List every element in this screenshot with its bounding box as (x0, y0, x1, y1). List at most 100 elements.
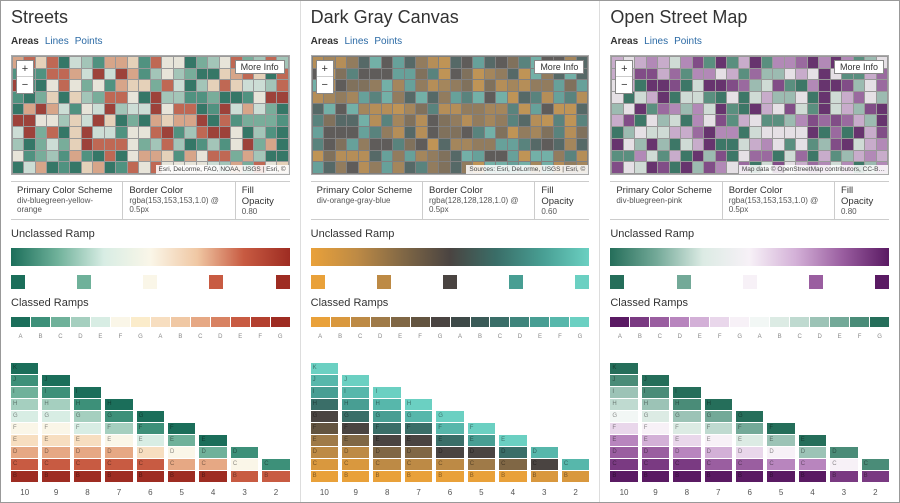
zoom-control: +− (615, 60, 633, 94)
border-color: Border Colorrgba(153,153,153,1.0) @ 0.5p… (122, 182, 234, 219)
stack-4: BCDE (799, 435, 826, 482)
stack-seg: H (342, 399, 369, 410)
tab-points[interactable]: Points (374, 36, 402, 47)
stack-seg: B (199, 471, 226, 482)
zoom-out-button[interactable]: − (616, 77, 632, 93)
unclassed-label: Unclassed Ramp (11, 228, 290, 240)
stack-seg: F (105, 423, 132, 434)
zoom-out-button[interactable]: − (17, 77, 33, 93)
more-info-button[interactable]: More Info (235, 60, 285, 74)
stack-seg: G (311, 411, 338, 422)
stack-count: 3 (830, 488, 857, 497)
stack-seg: E (499, 435, 526, 446)
stack-seg: D (705, 447, 732, 458)
ramp-cell (830, 317, 849, 327)
scheme-meta: Primary Color Schemediv-orange-gray-blue… (311, 181, 590, 220)
ramp-cell (471, 317, 490, 327)
stack-seg: D (673, 447, 700, 458)
stack-seg: E (799, 435, 826, 446)
unclassed-gradient (11, 248, 290, 266)
stack-seg: I (642, 387, 669, 398)
tab-areas[interactable]: Areas (311, 36, 339, 47)
panel-title: Streets (11, 7, 290, 28)
border-color: Border Colorrgba(128,128,128,1.0) @ 0.5p… (422, 182, 534, 219)
stack-count: 5 (468, 488, 495, 497)
stack-seg: G (342, 411, 369, 422)
tab-points[interactable]: Points (75, 36, 103, 47)
unclassed-swatches (11, 275, 290, 289)
stack-seg: K (11, 363, 38, 374)
unclassed-gradient (610, 248, 889, 266)
stack-seg: C (610, 459, 637, 470)
stack-seg: D (499, 447, 526, 458)
stack-count: 5 (767, 488, 794, 497)
tab-lines[interactable]: Lines (344, 36, 368, 47)
stack-seg: G (642, 411, 669, 422)
stack-4: BCDE (199, 435, 226, 482)
stack-seg: C (262, 459, 289, 470)
swatch (377, 275, 391, 289)
stack-seg: B (74, 471, 101, 482)
stack-count: 8 (373, 488, 400, 497)
primary-scheme: Primary Color Schemediv-orange-gray-blue (311, 182, 422, 219)
stack-seg: B (767, 471, 794, 482)
zoom-out-button[interactable]: − (317, 77, 333, 93)
classed-label: Classed Ramps (610, 297, 889, 309)
primary-scheme: Primary Color Schemediv-bluegreen-pink (610, 182, 721, 219)
stack-seg: B (830, 471, 857, 482)
classed-labels: ABCDEFGABCDEFG (11, 334, 290, 340)
zoom-in-button[interactable]: + (317, 61, 333, 77)
zoom-in-button[interactable]: + (616, 61, 632, 77)
ramp-cell (411, 317, 430, 327)
swatch (809, 275, 823, 289)
stack-seg: G (11, 411, 38, 422)
stack-10: BCDEFGHIJK (11, 363, 38, 482)
map-preview[interactable]: +−More InfoEsri, DeLorme, FAO, NOAA, USG… (11, 55, 290, 175)
stack-seg: B (137, 471, 164, 482)
stack-seg: B (673, 471, 700, 482)
tab-areas[interactable]: Areas (610, 36, 638, 47)
stack-count: 6 (436, 488, 463, 497)
map-preview[interactable]: +−More InfoMap data © OpenStreetMap cont… (610, 55, 889, 175)
stack-seg: I (373, 387, 400, 398)
stack-count: 6 (736, 488, 763, 497)
stack-seg: B (468, 471, 495, 482)
stack-seg: C (74, 459, 101, 470)
zoom-in-button[interactable]: + (17, 61, 33, 77)
border-color-value: rgba(153,153,153,1.0) @ 0.5px (729, 196, 828, 214)
layer-tabs: Areas Lines Points (311, 36, 590, 47)
stack-seg: F (342, 423, 369, 434)
tab-points[interactable]: Points (674, 36, 702, 47)
stack-count: 5 (168, 488, 195, 497)
stack-seg: H (673, 399, 700, 410)
stack-9: BCDEFGHIJ (342, 375, 369, 482)
unclassed-swatches (311, 275, 590, 289)
stack-5: BCDEF (468, 423, 495, 482)
unclassed-swatches (610, 275, 889, 289)
ramp-cell (510, 317, 529, 327)
panel-title: Open Street Map (610, 7, 889, 28)
ramp-cell (690, 317, 709, 327)
tab-areas[interactable]: Areas (11, 36, 39, 47)
panel-0: StreetsAreasLinesPoints+−More InfoEsri, … (1, 1, 300, 502)
stack-seg: E (468, 435, 495, 446)
fill-opacity: Fill Opacity0.60 (534, 182, 589, 219)
stack-seg: I (342, 387, 369, 398)
more-info-button[interactable]: More Info (834, 60, 884, 74)
tab-lines[interactable]: Lines (45, 36, 69, 47)
border-color-label: Border Color (429, 185, 528, 196)
stack-seg: F (405, 423, 432, 434)
tab-lines[interactable]: Lines (644, 36, 668, 47)
map-preview[interactable]: +−More InfoSources: Esri, DeLorme, USGS … (311, 55, 590, 175)
stack-seg: C (767, 459, 794, 470)
fill-opacity-label: Fill Opacity (541, 185, 583, 207)
stack-seg: G (610, 411, 637, 422)
swatch (276, 275, 290, 289)
stack-8: BCDEFGHI (74, 387, 101, 482)
stack-seg: J (342, 375, 369, 386)
border-color-value: rgba(153,153,153,1.0) @ 0.5px (129, 196, 228, 214)
stack-seg: F (311, 423, 338, 434)
classed-ramp-row (311, 317, 590, 327)
stack-seg: C (105, 459, 132, 470)
more-info-button[interactable]: More Info (534, 60, 584, 74)
